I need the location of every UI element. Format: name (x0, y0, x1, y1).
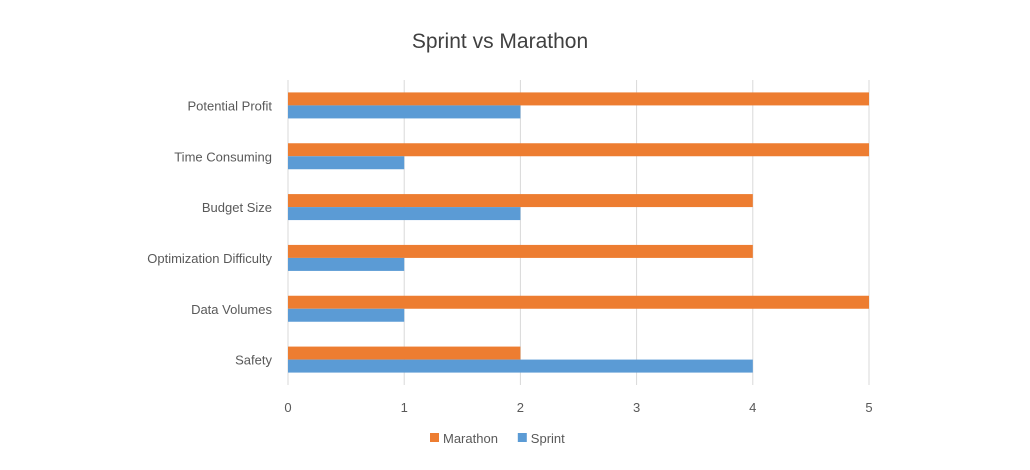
legend-label-marathon: Marathon (443, 431, 498, 446)
x-tick-label: 3 (633, 400, 640, 415)
category-label: Optimization Difficulty (147, 251, 272, 266)
bar-sprint (288, 156, 405, 170)
gridlines (287, 80, 870, 385)
category-label: Safety (235, 353, 272, 368)
x-tick-label: 2 (517, 400, 524, 415)
x-tick-labels: 0 1 2 3 4 5 (284, 400, 872, 415)
x-tick-label: 5 (865, 400, 872, 415)
x-tick-label: 1 (401, 400, 408, 415)
x-tick-label: 0 (284, 400, 291, 415)
x-tick-label: 4 (749, 400, 756, 415)
bar-marathon (288, 143, 869, 157)
bar-marathon (288, 295, 869, 309)
category-label: Potential Profit (187, 98, 272, 113)
category-label: Data Volumes (191, 302, 272, 317)
bar-marathon (288, 92, 869, 106)
bar-marathon (288, 194, 753, 208)
bar-marathon (288, 244, 753, 258)
category-label: Time Consuming (174, 149, 272, 164)
bar-marathon (288, 346, 521, 360)
bars (288, 92, 869, 373)
legend-swatch-sprint (517, 433, 527, 442)
legend: Marathon Sprint (430, 431, 565, 446)
chart-title: Sprint vs Marathon (411, 30, 589, 53)
bar-sprint (288, 105, 521, 119)
bar-sprint (288, 207, 521, 221)
category-label: Budget Size (202, 200, 272, 215)
bar-sprint (288, 308, 405, 322)
legend-label-sprint: Sprint (531, 431, 565, 446)
legend-swatch-marathon (430, 433, 439, 442)
category-labels: Potential Profit Time Consuming Budget Siz… (147, 98, 272, 367)
bar-sprint (288, 359, 753, 373)
bar-sprint (288, 257, 405, 271)
